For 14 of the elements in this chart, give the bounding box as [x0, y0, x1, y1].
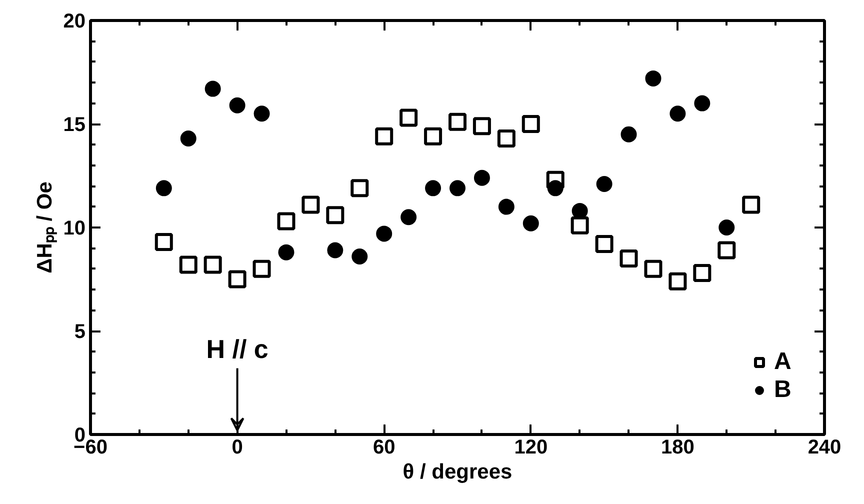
y-tick-label: 5: [74, 321, 86, 343]
x-tick-label: 120: [514, 436, 548, 458]
x-tick-label: 0: [232, 436, 243, 458]
legend-label: B: [774, 376, 792, 404]
x-tick-label: 240: [808, 436, 842, 458]
y-tick-label: 10: [63, 218, 86, 240]
x-tick-label: 60: [372, 436, 396, 458]
legend-label: A: [774, 348, 792, 376]
y-tick-label: 20: [63, 10, 86, 32]
y-axis-title: ΔHₚₚ / Oe: [33, 182, 58, 274]
annotation: H // c: [206, 334, 268, 364]
y-tick-label: 15: [63, 114, 86, 136]
x-axis-title: θ / degrees: [402, 460, 512, 484]
x-tick-label: 180: [661, 436, 694, 458]
